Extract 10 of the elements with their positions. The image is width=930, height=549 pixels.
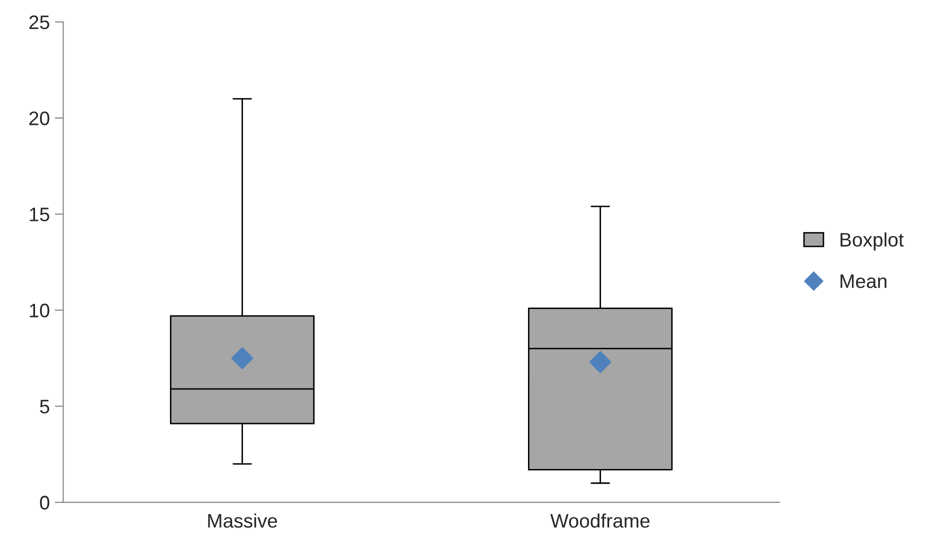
legend-label: Boxplot	[840, 232, 904, 250]
y-tick-label: 20	[29, 112, 50, 126]
y-tick-label: 15	[30, 208, 50, 222]
y-tick-label: 0	[40, 496, 50, 510]
x-tick-label: Massive	[208, 513, 278, 528]
y-tick-label: 5	[40, 400, 50, 414]
legend-label: Mean	[840, 274, 886, 288]
x-tick-label: Woodframe	[550, 513, 650, 528]
y-tick-label: 10	[30, 304, 50, 318]
y-tick-label: 25	[29, 15, 50, 30]
